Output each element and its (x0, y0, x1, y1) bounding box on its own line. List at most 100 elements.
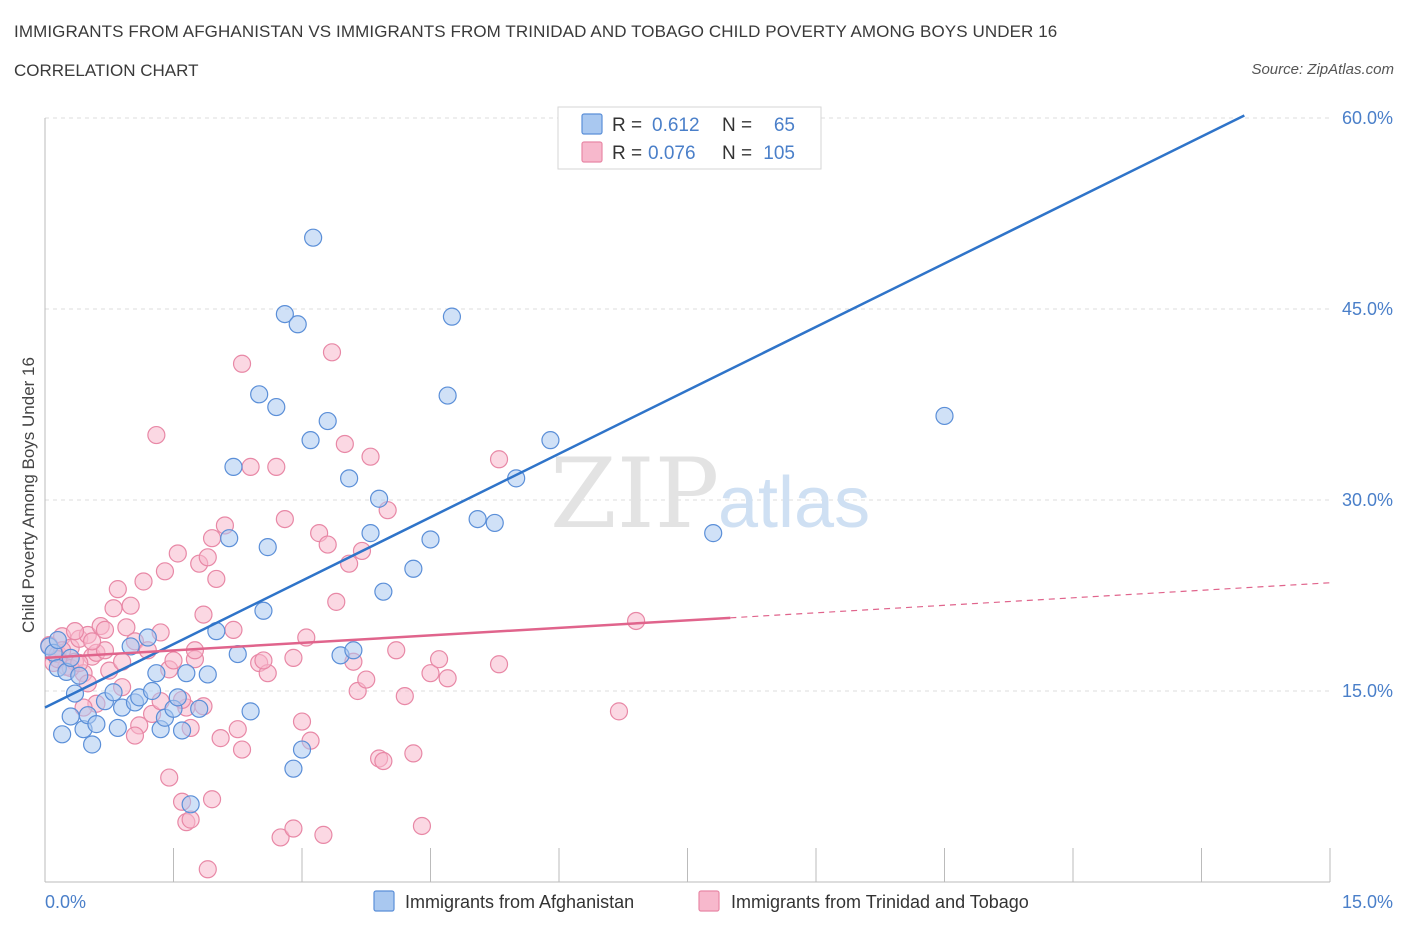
point-afghanistan-31 (220, 529, 239, 548)
chart-title: IMMIGRANTS FROM AFGHANISTAN VS IMMIGRANT… (14, 22, 1058, 41)
point-afghanistan-35 (250, 385, 269, 404)
point-trinidad-41 (224, 620, 243, 639)
point-trinidad-38 (202, 529, 222, 548)
point-afghanistan-42 (292, 740, 312, 759)
point-trinidad-71 (489, 655, 509, 674)
point-afghanistan-37 (258, 538, 277, 557)
point-trinidad-52 (318, 535, 337, 554)
source-credit: Source: ZipAtlas.com (1251, 61, 1394, 78)
point-afghanistan-41 (288, 315, 307, 334)
stats-r-value-0: 0.612 (652, 115, 700, 136)
point-trinidad-82 (198, 860, 217, 879)
point-trinidad-75 (271, 828, 290, 847)
y-tick-label-0: 15.0% (1342, 681, 1393, 701)
stats-n-label-1: N = (722, 143, 752, 164)
stats-r-label-0: R = (612, 115, 642, 136)
stats-swatch-afghanistan (581, 113, 603, 135)
point-trinidad-76 (284, 819, 303, 838)
watermark-zip: ZIP (550, 438, 719, 550)
stats-legend: R = 0.612 N = 65 R = 0.076 N = 105 (557, 106, 822, 170)
point-trinidad-70 (489, 450, 509, 469)
trend-lines (44, 114, 1331, 709)
point-trinidad-48 (284, 648, 303, 667)
point-trinidad-69 (438, 669, 457, 688)
point-trinidad-13 (95, 620, 115, 639)
point-trinidad-49 (292, 712, 312, 731)
point-trinidad-78 (202, 790, 222, 809)
trend-line-trinidad-extension (730, 582, 1331, 619)
point-afghanistan-10 (83, 735, 102, 754)
point-afghanistan-59 (541, 431, 560, 450)
point-afghanistan-56 (468, 509, 487, 529)
point-afghanistan-50 (370, 489, 389, 508)
x-ticks (44, 848, 1331, 882)
point-trinidad-72 (609, 702, 629, 721)
point-afghanistan-32 (224, 457, 243, 476)
point-trinidad-77 (314, 825, 333, 844)
point-trinidad-27 (155, 562, 175, 581)
point-trinidad-101 (83, 632, 102, 651)
point-trinidad-81 (181, 810, 200, 829)
point-trinidad-65 (404, 744, 423, 763)
legend-label-afghanistan: Immigrants from Afghanistan (405, 892, 634, 912)
x-tick-labels: 0.0% 15.0% (45, 892, 1393, 912)
point-trinidad-87 (125, 726, 145, 745)
point-afghanistan-26 (177, 664, 196, 683)
point-trinidad-36 (194, 605, 213, 624)
point-trinidad-84 (254, 651, 273, 670)
stats-r-label-1: R = (612, 143, 642, 164)
point-trinidad-99 (374, 751, 393, 771)
point-afghanistan-5 (61, 707, 80, 726)
point-trinidad-74 (232, 740, 252, 759)
point-afghanistan-48 (344, 641, 363, 660)
y-tick-label-3: 60.0% (1342, 108, 1393, 128)
y-tick-labels: 15.0% 30.0% 45.0% 60.0% (1342, 108, 1393, 701)
point-trinidad-47 (275, 509, 294, 529)
point-trinidad-83 (228, 720, 247, 739)
stats-n-value-1: 105 (763, 143, 795, 164)
point-trinidad-67 (421, 664, 440, 683)
point-trinidad-15 (104, 599, 123, 618)
point-afghanistan-45 (318, 411, 337, 431)
point-afghanistan-53 (421, 530, 440, 549)
y-axis-label: Child Poverty Among Boys Under 16 (19, 357, 38, 633)
point-trinidad-37 (198, 548, 217, 567)
point-trinidad-30 (168, 544, 187, 563)
y-tick-label-1: 30.0% (1342, 490, 1393, 510)
trend-line-trinidad (44, 616, 731, 660)
point-afghanistan-34 (241, 702, 260, 721)
trend-line-afghanistan (44, 114, 1245, 709)
point-trinidad-64 (395, 686, 414, 706)
point-trinidad-63 (387, 641, 406, 660)
point-afghanistan-43 (301, 431, 320, 450)
chart-subtitle: CORRELATION CHART (14, 61, 199, 80)
point-afghanistan-61 (935, 406, 954, 426)
point-trinidad-98 (357, 670, 376, 689)
grid-lines (45, 117, 1330, 692)
point-afghanistan-16 (121, 637, 140, 656)
point-afghanistan-57 (485, 513, 504, 533)
stats-r-value-1: 0.076 (648, 143, 696, 164)
legend-swatch-afghanistan (373, 890, 395, 912)
point-trinidad-90 (65, 622, 85, 641)
point-trinidad-66 (412, 816, 432, 836)
series-trinidad-points (40, 343, 646, 879)
point-afghanistan-14 (108, 718, 127, 738)
point-afghanistan-24 (168, 688, 187, 707)
point-afghanistan-7 (70, 666, 89, 685)
x-tick-label-0: 0.0% (45, 892, 86, 912)
series-legend: Immigrants from Afghanistan Immigrants f… (373, 890, 1029, 912)
y-tick-label-2: 45.0% (1342, 299, 1393, 319)
point-afghanistan-20 (147, 664, 166, 683)
point-afghanistan-19 (138, 628, 157, 647)
point-afghanistan-62 (48, 630, 67, 650)
point-trinidad-46 (267, 457, 286, 476)
point-afghanistan-38 (267, 397, 286, 417)
legend-swatch-trinidad (698, 890, 720, 912)
point-trinidad-68 (429, 650, 449, 669)
watermark: ZIP atlas (550, 438, 870, 550)
point-afghanistan-40 (284, 759, 303, 778)
point-trinidad-39 (207, 569, 226, 589)
stats-n-value-0: 65 (774, 115, 795, 136)
